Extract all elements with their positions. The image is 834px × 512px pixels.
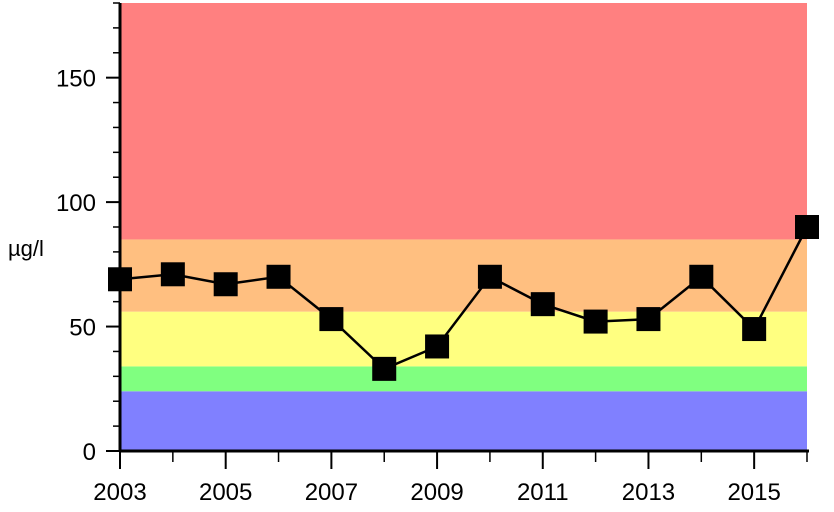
data-point <box>213 272 238 297</box>
band-1 <box>120 366 807 392</box>
x-tick-label: 2003 <box>93 479 146 506</box>
data-point <box>372 356 397 381</box>
y-tick-label: 100 <box>56 190 96 217</box>
quality-bands <box>120 3 807 451</box>
x-tick-label: 2013 <box>622 479 675 506</box>
x-tick-label: 2005 <box>199 479 252 506</box>
x-tick-label: 2015 <box>727 479 780 506</box>
data-point <box>160 262 185 287</box>
data-point <box>319 307 344 332</box>
data-point <box>636 307 661 332</box>
y-tick-label: 0 <box>83 439 96 466</box>
data-point <box>477 264 502 289</box>
band-4 <box>120 3 807 240</box>
data-point <box>530 292 555 317</box>
data-point <box>266 264 291 289</box>
axes: 0 50 100 150 2003 2005 2007 2009 2011 2013 2015 <box>56 2 809 506</box>
y-tick-label: 150 <box>56 66 96 93</box>
x-tick-label: 2011 <box>517 479 569 506</box>
x-tick-label: 2007 <box>305 479 358 506</box>
data-point <box>425 334 450 359</box>
data-point <box>108 267 132 292</box>
data-point <box>583 309 608 334</box>
data-point <box>742 317 767 342</box>
data-point <box>795 215 819 239</box>
data-point <box>689 264 714 289</box>
y-tick-label: 50 <box>69 315 96 342</box>
y-axis-label: µg/l <box>8 236 44 261</box>
band-2 <box>120 311 807 367</box>
series-layer <box>108 215 819 381</box>
x-tick-label: 2009 <box>410 479 463 506</box>
band-0 <box>120 391 807 451</box>
